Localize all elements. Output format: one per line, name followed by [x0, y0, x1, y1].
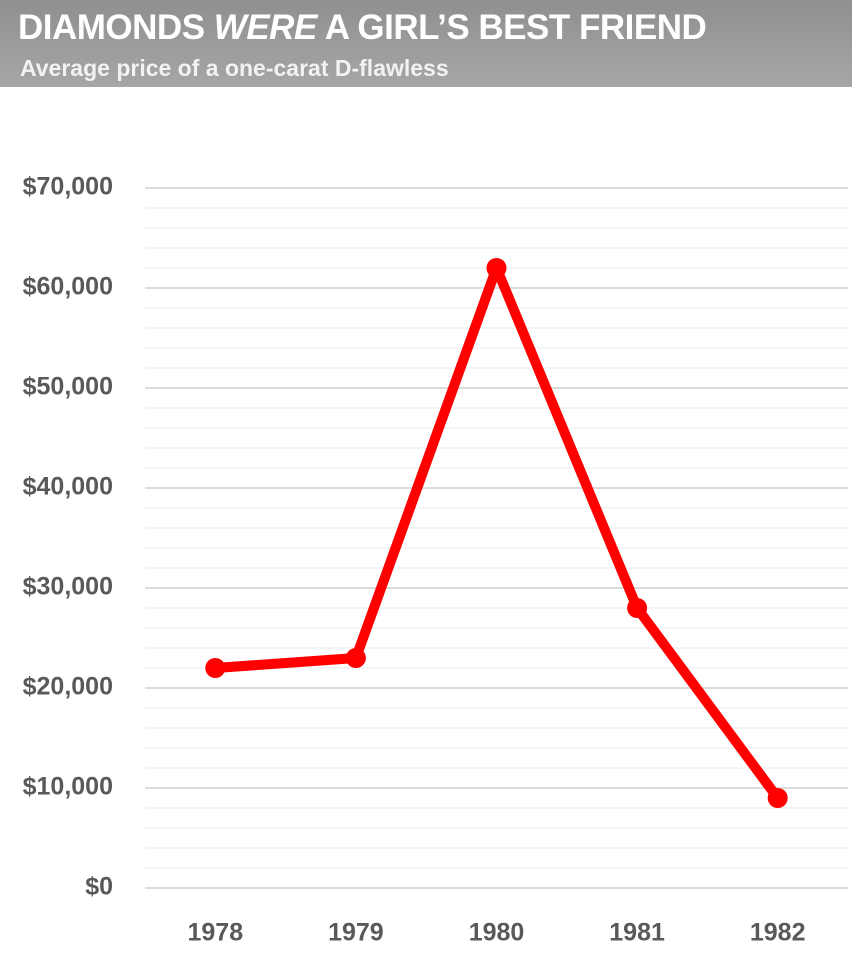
y-tick-label: $30,000: [23, 573, 113, 601]
y-tick-label: $0: [85, 873, 113, 901]
point: [345, 648, 366, 668]
x-tick-label: 1981: [609, 919, 665, 947]
point: [486, 258, 507, 278]
header: DIAMONDS WERE A GIRL’S BEST FRIEND Avera…: [0, 0, 852, 87]
y-tick-label: $50,000: [23, 373, 113, 401]
chart-subtitle: Average price of a one-carat D-flawless: [20, 55, 449, 81]
title-part: DIAMONDS: [18, 8, 205, 47]
title-part: WERE: [213, 8, 318, 47]
y-tick-label: $20,000: [23, 673, 113, 701]
x-tick-label: 1982: [750, 919, 806, 947]
y-tick-label: $70,000: [23, 173, 113, 201]
y-tick-label: $10,000: [23, 773, 113, 801]
x-tick-label: 1980: [469, 919, 525, 947]
point: [627, 598, 648, 618]
y-tick-label: $40,000: [23, 473, 113, 501]
x-tick-label: 1979: [328, 919, 384, 947]
x-tick-label: 1978: [187, 919, 243, 947]
chart-title: DIAMONDS WERE A GIRL’S BEST FRIEND: [18, 8, 707, 48]
y-tick-label: $60,000: [23, 273, 113, 301]
point: [205, 658, 226, 678]
point: [767, 788, 788, 808]
title-part: A GIRL’S BEST FRIEND: [324, 8, 707, 47]
